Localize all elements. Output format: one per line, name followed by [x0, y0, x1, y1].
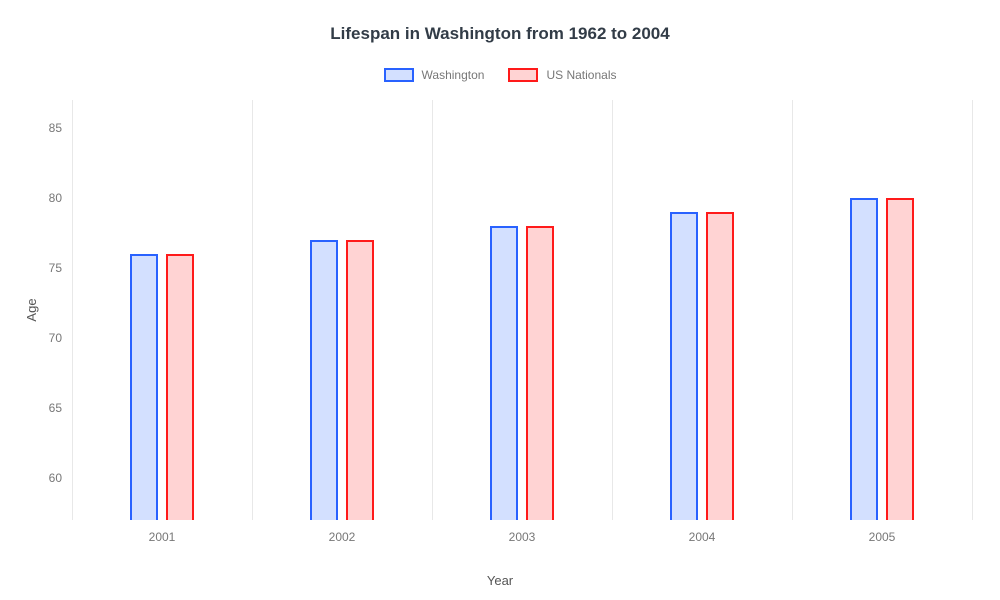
bar-washington[interactable] [490, 226, 518, 520]
legend-item-washington[interactable]: Washington [384, 68, 485, 82]
x-tick-label: 2002 [329, 530, 356, 544]
x-tick-label: 2004 [689, 530, 716, 544]
bar-washington[interactable] [130, 254, 158, 520]
bar-washington[interactable] [310, 240, 338, 520]
chart-title: Lifespan in Washington from 1962 to 2004 [0, 24, 1000, 44]
gridline-vertical [792, 100, 793, 520]
gridline-vertical [612, 100, 613, 520]
chart-container: Lifespan in Washington from 1962 to 2004… [0, 0, 1000, 600]
bar-us-nationals[interactable] [886, 198, 914, 520]
plot-area: 20012002200320042005606570758085 [72, 100, 972, 520]
gridline-vertical [252, 100, 253, 520]
x-tick-label: 2003 [509, 530, 536, 544]
bar-us-nationals[interactable] [166, 254, 194, 520]
y-tick-label: 65 [49, 401, 62, 415]
gridline-vertical [972, 100, 973, 520]
bar-us-nationals[interactable] [706, 212, 734, 520]
bar-washington[interactable] [670, 212, 698, 520]
y-tick-label: 75 [49, 261, 62, 275]
legend: Washington US Nationals [0, 68, 1000, 82]
bar-us-nationals[interactable] [526, 226, 554, 520]
legend-swatch-us-nationals [508, 68, 538, 82]
legend-label-washington: Washington [422, 68, 485, 82]
bar-washington[interactable] [850, 198, 878, 520]
y-tick-label: 60 [49, 471, 62, 485]
x-tick-label: 2005 [869, 530, 896, 544]
y-tick-label: 80 [49, 191, 62, 205]
y-tick-label: 70 [49, 331, 62, 345]
x-axis-label: Year [487, 573, 513, 588]
gridline-vertical [72, 100, 73, 520]
y-tick-label: 85 [49, 121, 62, 135]
legend-item-us-nationals[interactable]: US Nationals [508, 68, 616, 82]
bar-us-nationals[interactable] [346, 240, 374, 520]
legend-label-us-nationals: US Nationals [546, 68, 616, 82]
y-axis-label: Age [24, 298, 39, 321]
gridline-vertical [432, 100, 433, 520]
legend-swatch-washington [384, 68, 414, 82]
x-tick-label: 2001 [149, 530, 176, 544]
